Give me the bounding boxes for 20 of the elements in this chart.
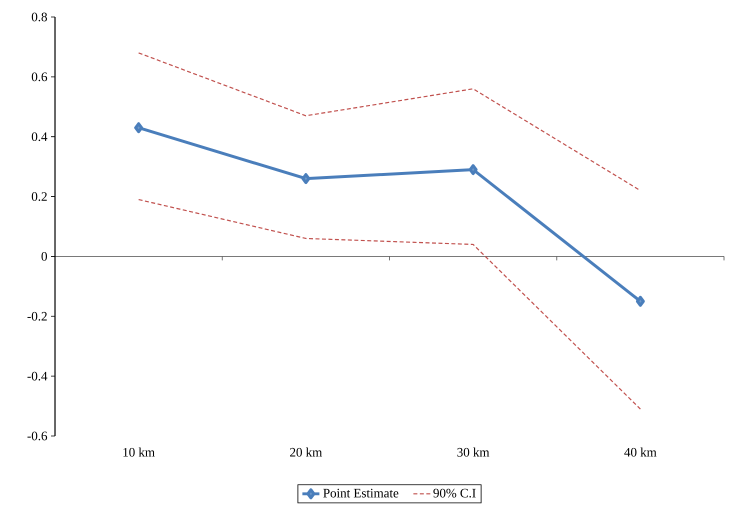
y-tick-label: 0.4 xyxy=(32,132,48,142)
x-tick-label: 20 km xyxy=(290,448,322,457)
point xyxy=(636,296,645,307)
y-tick-label: 0.2 xyxy=(32,192,47,201)
x-tick-label: 10 km xyxy=(123,448,155,457)
x-tick-label: 30 km xyxy=(457,448,490,457)
y-tick-label: -0.4 xyxy=(27,372,48,381)
line-series xyxy=(138,198,641,410)
point xyxy=(468,164,478,176)
point xyxy=(301,173,310,184)
line-series xyxy=(138,52,641,192)
y-tick-label: 0.8 xyxy=(32,12,47,22)
x-tick-label: 40 km xyxy=(624,448,657,457)
y-tick-label: 0 xyxy=(42,252,47,261)
point xyxy=(134,122,144,134)
legend-label: Point Estimate xyxy=(323,488,398,498)
y-tick-label: -0.2 xyxy=(27,312,47,321)
y-tick-label: 0.6 xyxy=(32,72,48,82)
legend-label: 90% C.I xyxy=(433,488,476,498)
y-tick-label: -0.6 xyxy=(27,432,48,440)
